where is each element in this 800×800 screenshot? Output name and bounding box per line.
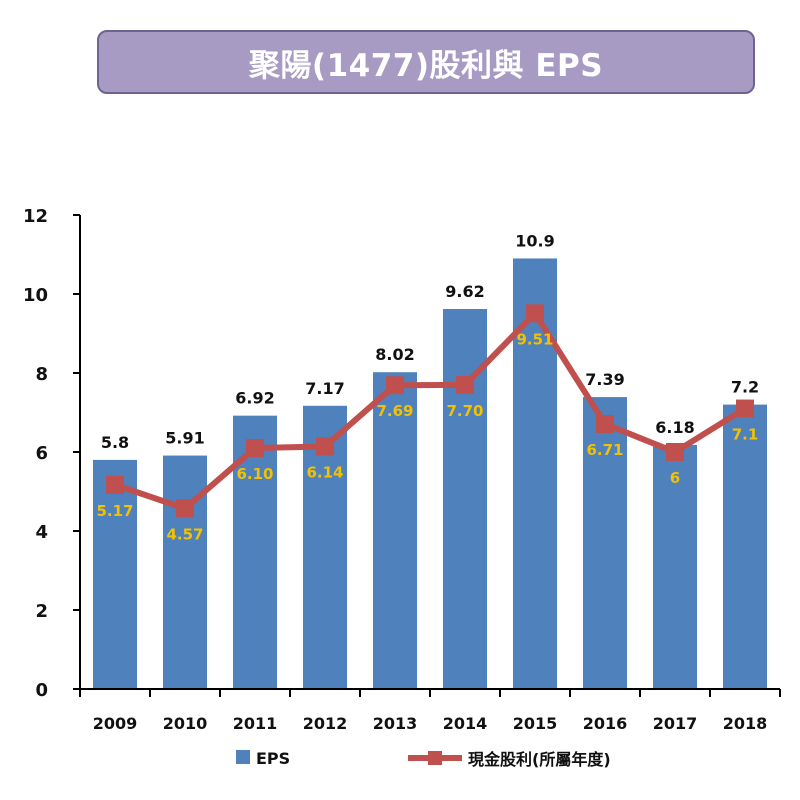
eps-bar-2015 [513,258,557,689]
dividend-label-2010: 4.57 [166,525,203,543]
dividend-marker-2018 [736,399,754,418]
x-tick-label-2016: 2016 [583,714,628,733]
x-tick-label-2013: 2013 [373,714,418,733]
eps-bar-2018 [723,404,767,689]
dividend-label-2014: 7.70 [446,402,483,420]
dividend-label-2016: 6.71 [586,441,623,459]
x-tick-label-2010: 2010 [163,714,208,733]
dividend-marker-2015 [526,304,544,323]
x-tick-label-2018: 2018 [723,714,768,733]
eps-label-2018: 7.2 [731,378,759,397]
y-tick-label-6: 6 [35,443,48,464]
eps-label-2011: 6.92 [235,389,274,408]
x-tick-label-2015: 2015 [513,714,558,733]
eps-label-2016: 7.39 [585,370,624,389]
eps-bar-2016 [583,397,627,689]
y-tick-label-2: 2 [35,601,48,622]
dividend-line [114,310,747,512]
eps-label-2017: 6.18 [655,418,694,437]
dividend-label-2009: 5.17 [96,502,133,520]
dividend-marker-2014 [456,375,474,394]
eps-label-2012: 7.17 [305,379,344,398]
eps-label-2014: 9.62 [445,282,484,301]
dividend-label-2017: 6 [670,469,680,487]
legend-eps-label: EPS [256,749,290,768]
y-tick-label-4: 4 [35,522,48,543]
dividend-marker-2009 [106,475,124,494]
x-tick-label-2012: 2012 [303,714,348,733]
dividend-marker-2016 [596,414,614,433]
y-tick-label-12: 12 [23,206,48,227]
y-tick-label-0: 0 [35,680,48,701]
dividend-label-2012: 6.14 [306,463,343,481]
x-tick-label-2009: 2009 [93,714,138,733]
eps-label-2013: 8.02 [375,345,414,364]
dividend-marker-2011 [246,439,264,458]
dividend-marker-2013 [386,376,404,395]
eps-bar-2013 [373,372,417,689]
dividend-label-2011: 6.10 [236,465,273,483]
x-tick-label-2011: 2011 [233,714,278,733]
y-tick-label-10: 10 [23,285,48,306]
dividend-label-2013: 7.69 [376,402,413,420]
title-banner: 聚陽(1477)股利與 EPS [97,30,755,94]
dividend-marker-2012 [316,437,334,456]
legend-eps-swatch [236,750,250,764]
eps-bar-2009 [93,459,137,689]
eps-label-2010: 5.91 [165,429,204,448]
dividend-marker-2017 [666,443,684,461]
eps-label-2009: 5.8 [101,433,129,452]
eps-label-2015: 10.9 [515,231,554,250]
eps-bar-2010 [163,455,207,689]
x-tick-label-2014: 2014 [443,714,488,733]
dividend-label-2015: 9.51 [516,330,553,348]
chart-title: 聚陽(1477)股利與 EPS [248,47,604,84]
legend-dividend-label: 現金股利(所屬年度) [468,750,611,769]
legend-dividend-marker [428,751,442,765]
eps-bar-2017 [653,444,697,689]
y-tick-label-8: 8 [35,364,48,385]
x-tick-label-2017: 2017 [653,714,698,733]
dividend-label-2018: 7.1 [732,426,759,444]
dividend-marker-2010 [176,499,194,518]
